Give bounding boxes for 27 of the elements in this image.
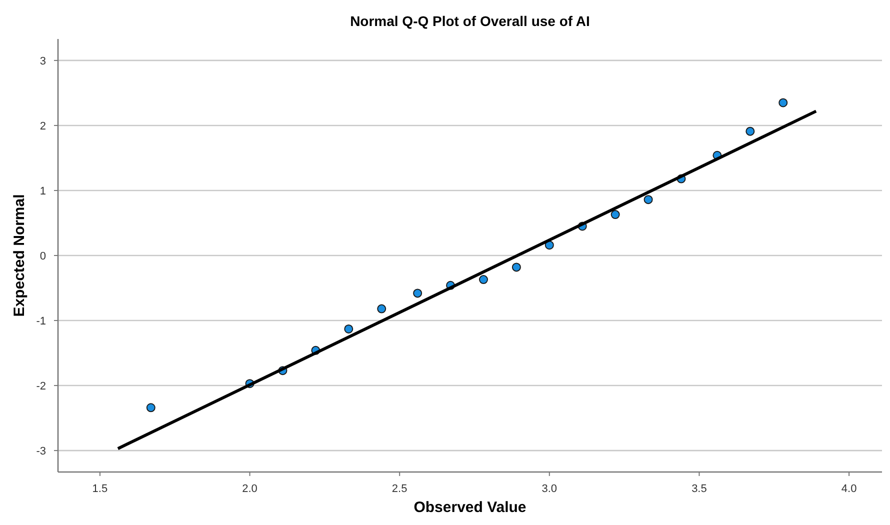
y-tick-label: -1 [36, 315, 46, 328]
point [377, 304, 386, 314]
x-tick-label: 3.5 [692, 483, 707, 495]
x-axis-title: Observed Value [414, 499, 526, 516]
y-tick-label: 3 [40, 55, 46, 68]
y-tick-label: 0 [40, 250, 46, 262]
point [644, 195, 653, 204]
point [778, 98, 788, 108]
point [746, 126, 755, 136]
point [512, 262, 521, 272]
x-tick-label: 2.0 [242, 483, 258, 495]
x-tick-label: 3.0 [542, 483, 558, 495]
x-tick-label: 4.0 [841, 483, 857, 495]
x-tick-label: 1.5 [92, 483, 108, 495]
y-tick-label: 1 [40, 185, 46, 198]
point [146, 403, 156, 412]
chart-title: Normal Q-Q Plot of Overall use of AI [350, 13, 590, 29]
point [610, 210, 620, 220]
x-tick-label: 2.5 [392, 483, 408, 495]
y-axis-title: Expected Normal [11, 194, 28, 317]
y-tick-label: 2 [40, 120, 46, 132]
point [344, 324, 354, 334]
point [478, 275, 488, 284]
y-tick-label: -2 [36, 380, 46, 392]
y-tick-label: -3 [36, 445, 46, 458]
point [413, 288, 422, 298]
point [544, 240, 554, 250]
